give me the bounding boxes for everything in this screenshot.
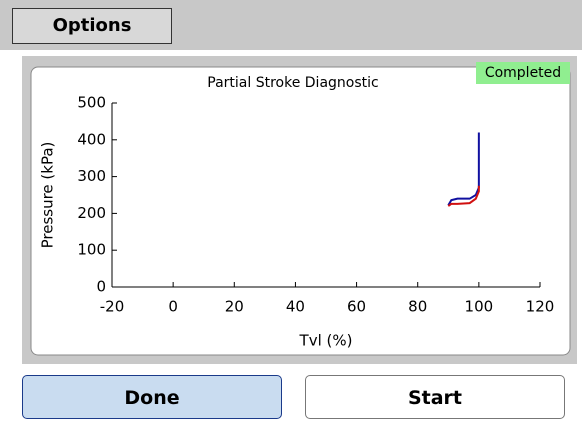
y-tick-label: 0	[96, 278, 106, 296]
x-tick-label: 100	[465, 298, 494, 316]
start-button[interactable]: Start	[305, 375, 565, 419]
x-tick-label: 0	[168, 298, 178, 316]
y-tick-label: 100	[77, 241, 106, 259]
status-badge	[476, 62, 570, 84]
x-tick-label: 120	[526, 298, 555, 316]
x-tick-label: -20	[100, 298, 125, 316]
status-text: Completed	[485, 65, 561, 81]
chart-title: Partial Stroke Diagnostic	[207, 75, 378, 91]
x-tick-label: 20	[225, 298, 244, 316]
series-line	[447, 185, 480, 207]
x-tick-label: 80	[408, 298, 427, 316]
x-tick-label: 40	[286, 298, 305, 316]
y-tick-label: 300	[77, 167, 106, 185]
y-tick-label: 200	[77, 204, 106, 222]
done-button[interactable]: Done	[22, 375, 282, 419]
options-tab[interactable]: Options	[12, 8, 172, 44]
x-tick-label: 60	[347, 298, 366, 316]
chart-frame	[30, 66, 571, 356]
x-axis-label: Tvl (%)	[299, 332, 353, 350]
y-tick-label: 500	[77, 94, 106, 112]
y-tick-label: 400	[77, 130, 106, 148]
y-axis-label: Pressure (kPa)	[39, 142, 57, 249]
